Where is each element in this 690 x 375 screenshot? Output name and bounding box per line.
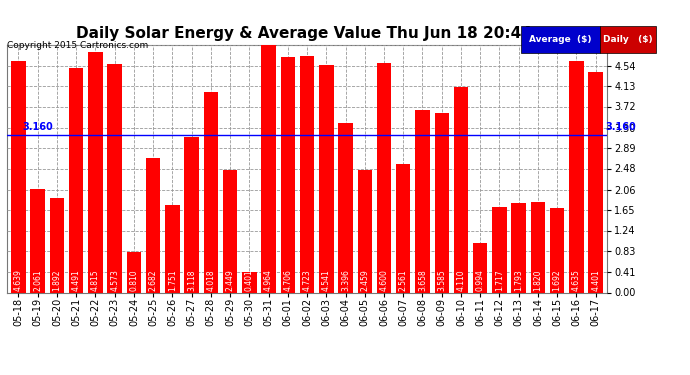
Text: 0.401: 0.401 bbox=[245, 269, 254, 291]
Bar bbox=[262, 44, 276, 292]
Bar bbox=[184, 136, 199, 292]
Bar bbox=[492, 207, 506, 292]
Text: 1.793: 1.793 bbox=[514, 269, 523, 291]
Text: 1.892: 1.892 bbox=[52, 270, 61, 291]
Bar bbox=[338, 123, 353, 292]
Text: 0.810: 0.810 bbox=[130, 269, 139, 291]
Bar bbox=[127, 252, 141, 292]
Text: 1.820: 1.820 bbox=[533, 270, 542, 291]
Text: 4.964: 4.964 bbox=[264, 269, 273, 291]
Bar bbox=[415, 110, 430, 292]
Text: 1.751: 1.751 bbox=[168, 269, 177, 291]
Text: 1.692: 1.692 bbox=[553, 269, 562, 291]
Bar bbox=[223, 170, 237, 292]
Text: 2.561: 2.561 bbox=[399, 269, 408, 291]
Text: 3.118: 3.118 bbox=[187, 270, 196, 291]
Bar bbox=[165, 205, 179, 292]
Text: 3.585: 3.585 bbox=[437, 269, 446, 291]
Bar bbox=[511, 203, 526, 292]
Text: 4.491: 4.491 bbox=[72, 269, 81, 291]
Bar bbox=[435, 113, 449, 292]
Text: 4.706: 4.706 bbox=[284, 269, 293, 291]
Bar bbox=[454, 87, 469, 292]
Text: 4.018: 4.018 bbox=[206, 269, 215, 291]
Bar bbox=[242, 273, 257, 292]
Bar bbox=[377, 63, 391, 292]
Bar bbox=[531, 201, 545, 292]
Bar bbox=[473, 243, 487, 292]
Text: 2.459: 2.459 bbox=[360, 269, 369, 291]
Text: Copyright 2015 Cartronics.com: Copyright 2015 Cartronics.com bbox=[7, 41, 148, 50]
Bar bbox=[146, 158, 160, 292]
Bar bbox=[396, 165, 411, 292]
Bar bbox=[357, 170, 372, 292]
Text: 2.682: 2.682 bbox=[148, 270, 157, 291]
Text: 4.573: 4.573 bbox=[110, 269, 119, 291]
Bar bbox=[204, 92, 218, 292]
Bar bbox=[550, 208, 564, 292]
Text: 3.658: 3.658 bbox=[418, 269, 427, 291]
Text: Average  ($): Average ($) bbox=[529, 35, 592, 44]
Text: 2.061: 2.061 bbox=[33, 269, 42, 291]
Bar bbox=[569, 61, 584, 292]
Text: 2.449: 2.449 bbox=[226, 269, 235, 291]
Text: 4.723: 4.723 bbox=[302, 269, 312, 291]
Text: 3.396: 3.396 bbox=[341, 269, 350, 291]
Bar bbox=[300, 56, 314, 292]
Text: 4.600: 4.600 bbox=[380, 269, 388, 291]
Text: 4.635: 4.635 bbox=[572, 269, 581, 291]
Bar bbox=[50, 198, 64, 292]
Bar bbox=[589, 72, 603, 292]
Bar bbox=[69, 68, 83, 292]
Bar bbox=[108, 64, 122, 292]
Bar bbox=[281, 57, 295, 292]
Text: 1.717: 1.717 bbox=[495, 269, 504, 291]
Text: Daily   ($): Daily ($) bbox=[603, 35, 653, 44]
Text: 4.541: 4.541 bbox=[322, 269, 331, 291]
Text: 3.160: 3.160 bbox=[605, 122, 636, 132]
Text: 4.639: 4.639 bbox=[14, 269, 23, 291]
Bar bbox=[11, 60, 26, 292]
Bar bbox=[30, 189, 45, 292]
Text: 3.160: 3.160 bbox=[22, 122, 53, 132]
Bar bbox=[319, 66, 333, 292]
Text: 0.994: 0.994 bbox=[475, 269, 484, 291]
Text: 4.815: 4.815 bbox=[91, 269, 100, 291]
Text: Daily Solar Energy & Average Value Thu Jun 18 20:44: Daily Solar Energy & Average Value Thu J… bbox=[76, 26, 531, 41]
Text: 4.110: 4.110 bbox=[457, 269, 466, 291]
Text: 4.401: 4.401 bbox=[591, 269, 600, 291]
Bar bbox=[88, 52, 103, 292]
